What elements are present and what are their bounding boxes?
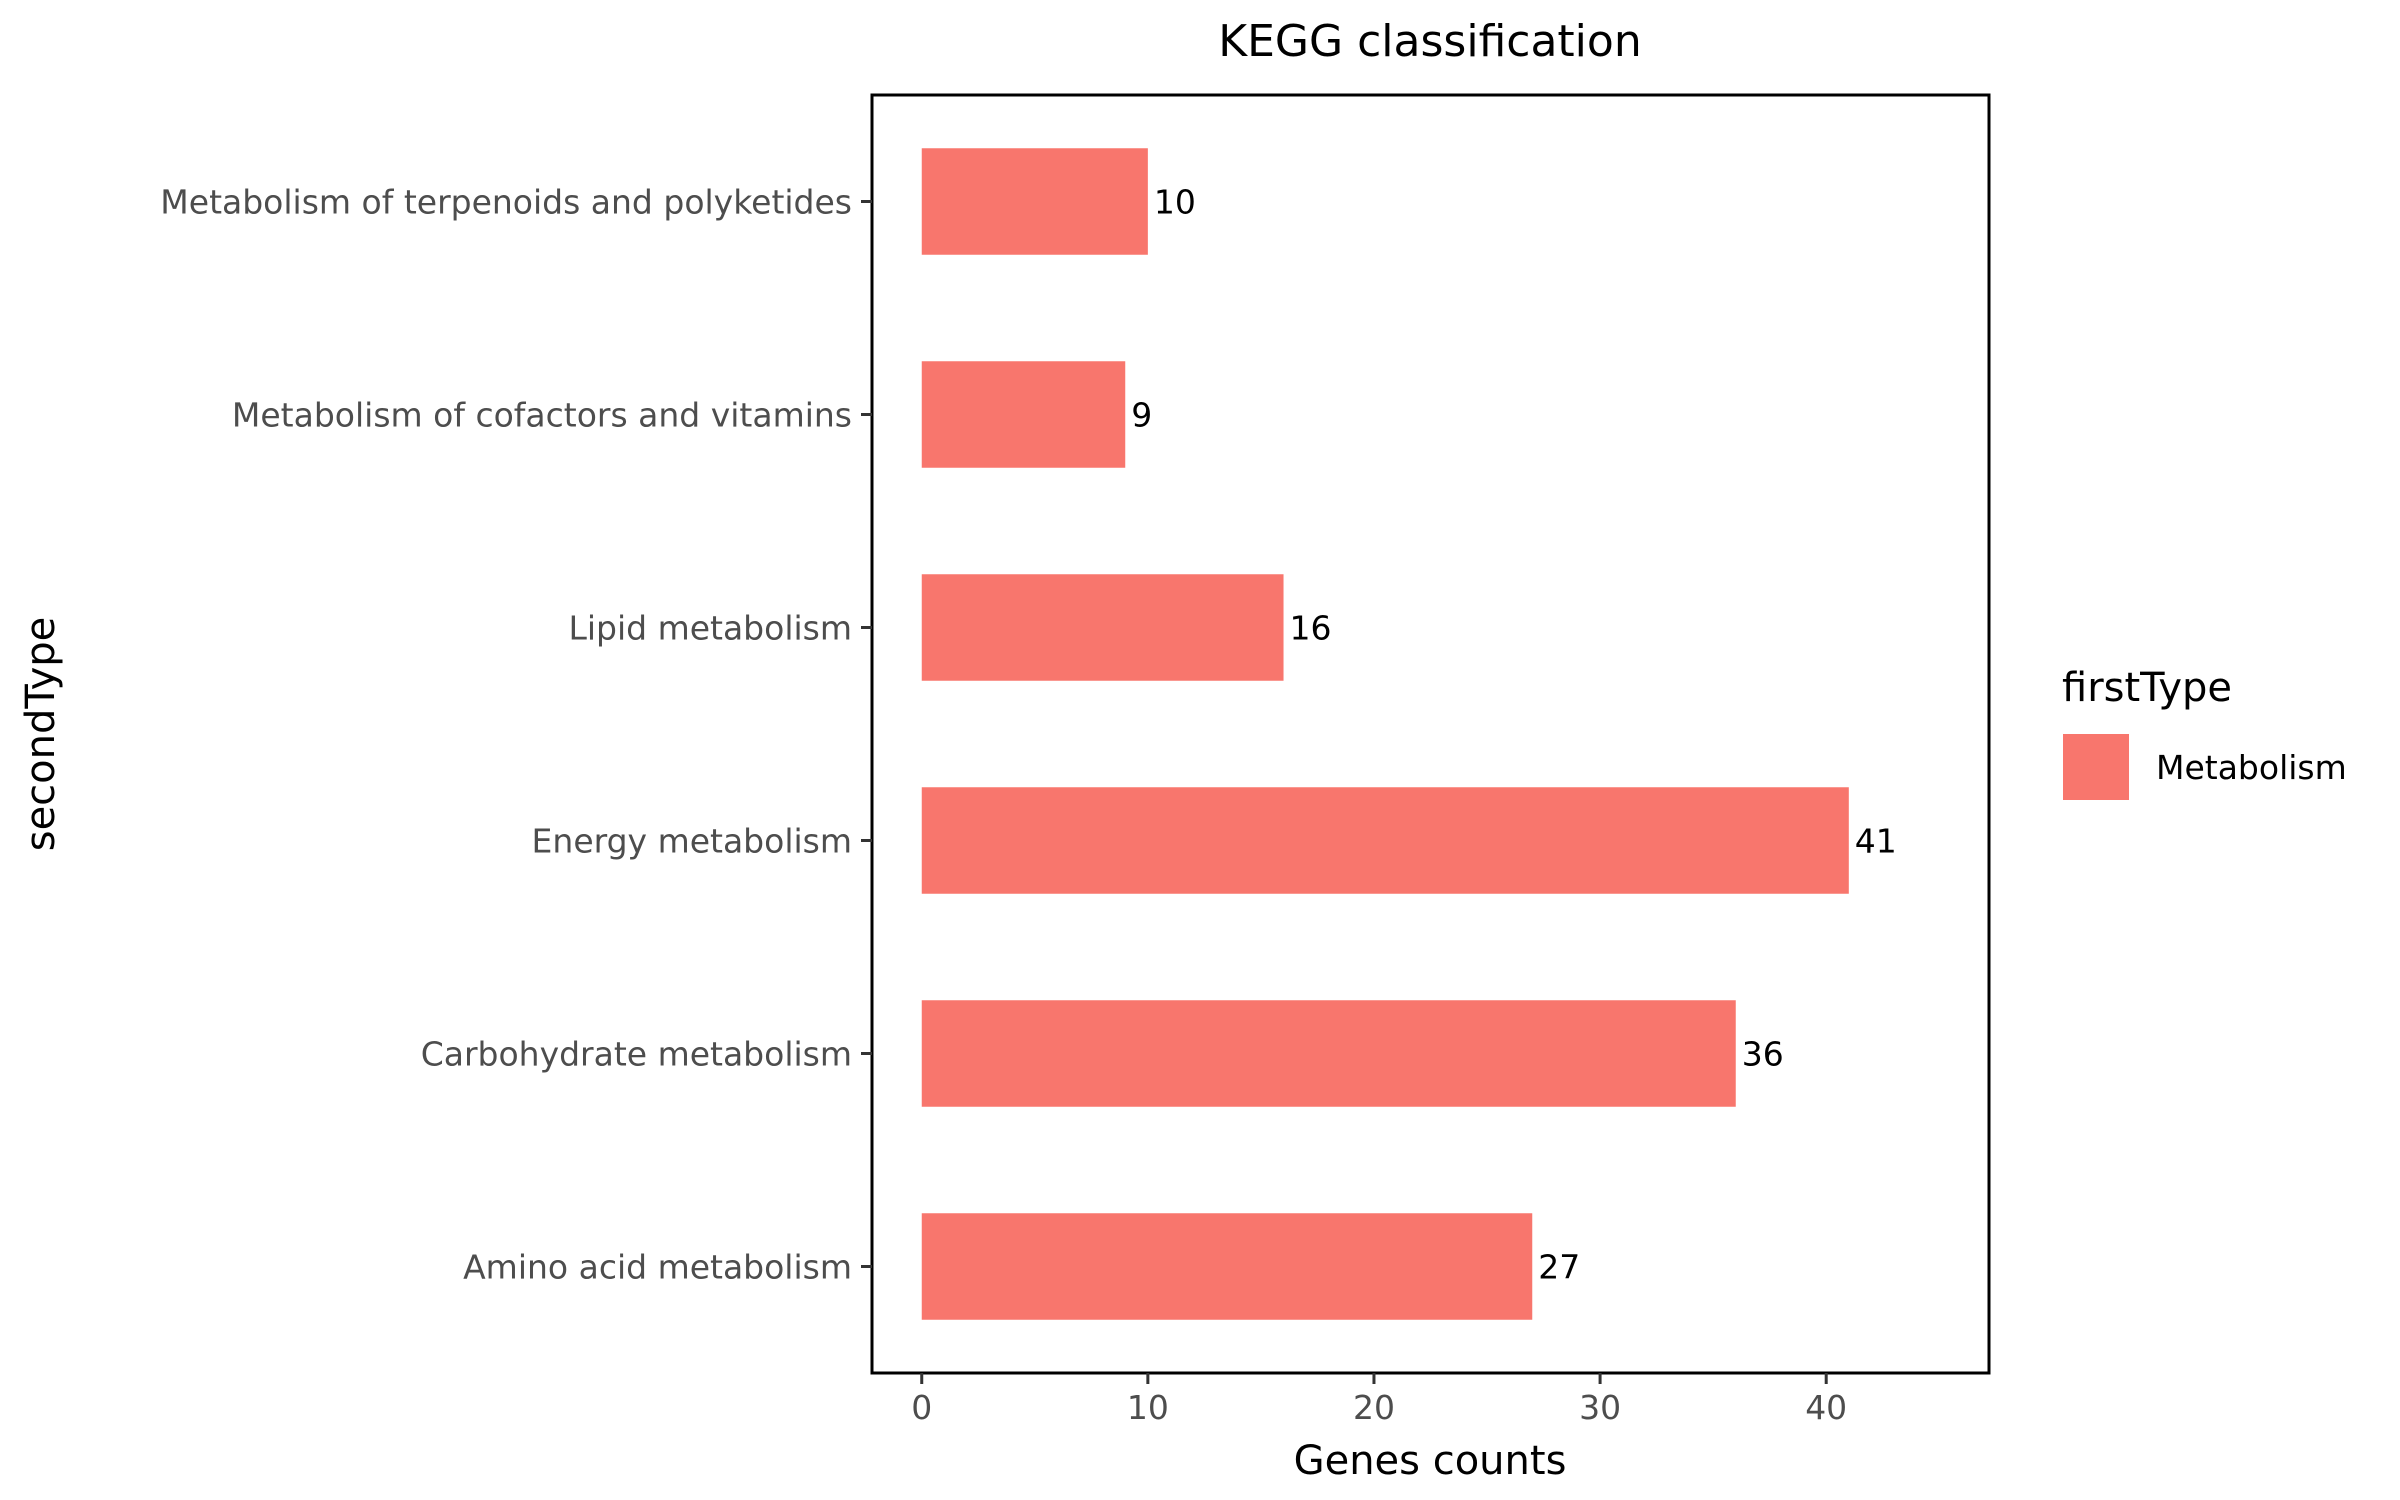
- bar-lipid-metabolism: [921, 574, 1284, 681]
- data-labels-layer: 27 36 41 16 9 10: [1131, 183, 1897, 1287]
- legend-key-metabolism: [2063, 734, 2129, 800]
- chart-title: KEGG classification: [1218, 16, 1641, 67]
- bars-layer: [921, 148, 1849, 1320]
- y-tick-label-metabolism-of-terpenoids-and-polyketides: Metabolism of terpenoids and polyketides: [160, 183, 852, 222]
- x-tick-label-30: 30: [1579, 1388, 1621, 1427]
- data-label-energy-metabolism: 41: [1855, 822, 1897, 861]
- data-label-lipid-metabolism: 16: [1290, 609, 1332, 648]
- x-axis: 0 10 20 30 40: [911, 1373, 1847, 1427]
- data-label-metabolism-of-terpenoids-and-polyketides: 10: [1154, 183, 1196, 222]
- x-tick-label-20: 20: [1353, 1388, 1395, 1427]
- x-axis-title: Genes counts: [1294, 1438, 1567, 1484]
- y-tick-label-lipid-metabolism: Lipid metabolism: [568, 609, 852, 648]
- bar-energy-metabolism: [921, 787, 1849, 894]
- y-tick-label-carbohydrate-metabolism: Carbohydrate metabolism: [421, 1035, 852, 1074]
- legend: firstType Metabolism: [2062, 665, 2347, 800]
- plot-frame: [870, 93, 1991, 1375]
- legend-label-metabolism: Metabolism: [2156, 748, 2347, 787]
- y-tick-label-energy-metabolism: Energy metabolism: [532, 822, 852, 861]
- data-label-amino-acid-metabolism: 27: [1538, 1248, 1580, 1287]
- y-axis-title: secondType: [18, 617, 64, 852]
- x-tick-label-0: 0: [911, 1388, 932, 1427]
- bar-carbohydrate-metabolism: [921, 1000, 1736, 1107]
- x-tick-label-40: 40: [1805, 1388, 1847, 1427]
- y-tick-label-amino-acid-metabolism: Amino acid metabolism: [463, 1248, 852, 1287]
- bar-metabolism-of-terpenoids-and-polyketides: [921, 148, 1148, 255]
- bar-amino-acid-metabolism: [921, 1213, 1533, 1320]
- y-axis: Amino acid metabolism Carbohydrate metabo…: [160, 183, 872, 1287]
- x-tick-label-10: 10: [1127, 1388, 1169, 1427]
- legend-title: firstType: [2062, 665, 2232, 711]
- bar-metabolism-of-cofactors-and-vitamins: [921, 361, 1126, 468]
- data-label-metabolism-of-cofactors-and-vitamins: 9: [1131, 396, 1152, 435]
- data-label-carbohydrate-metabolism: 36: [1742, 1035, 1784, 1074]
- y-tick-label-metabolism-of-cofactors-and-vitamins: Metabolism of cofactors and vitamins: [232, 396, 852, 435]
